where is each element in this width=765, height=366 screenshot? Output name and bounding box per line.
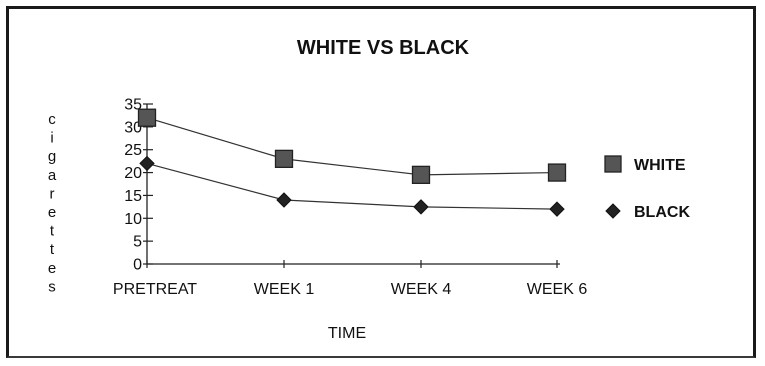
chart-frame [6,6,756,358]
y-axis-label-letter: e [48,204,56,221]
y-tick-label: 35 [124,97,142,114]
data-point-white [274,149,294,169]
y-tick-label: 5 [133,234,142,251]
data-point-white [547,163,567,182]
x-axis: PRETREAT WEEK 1 WEEK 4 WEEK 6 [113,260,587,298]
y-axis-label-letter: c [48,111,56,128]
y-axis-label-letter: g [48,148,56,165]
y-tick-label: 0 [133,257,142,274]
series-layer [137,108,567,217]
legend-marker-black [605,203,621,219]
y-axis-label-letter: r [50,185,55,202]
x-tick-label: WEEK 6 [527,281,588,298]
y-axis-label-letter: e [48,260,56,277]
y-tick-label: 20 [124,165,142,182]
legend-marker-white [604,155,622,173]
y-axis-label-letter: a [48,167,57,184]
legend-label-black: BLACK [634,204,690,221]
legend-label-white: WHITE [634,157,686,174]
series-line-white [146,117,558,176]
y-axis-label-letter: s [48,278,56,295]
y-tick-label: 30 [124,119,142,136]
y-tick-label: 15 [124,188,142,205]
x-axis-label: TIME [328,325,366,342]
data-point-black [139,155,155,172]
y-axis-label-letter: t [50,241,55,258]
data-point-black [413,199,429,215]
y-axis-label-letter: t [50,223,55,240]
chart-title: WHITE VS BLACK [297,37,470,59]
data-point-black [276,192,292,208]
x-tick-label: WEEK 4 [391,281,452,298]
data-point-white [411,165,431,185]
y-tick-label: 25 [124,142,142,159]
y-axis-label-letter: i [50,130,53,147]
x-tick-label: WEEK 1 [254,281,315,298]
y-axis: 0 5 10 15 20 25 30 35 [124,97,153,274]
y-tick-label: 10 [124,211,142,228]
data-point-black [549,201,565,217]
x-tick-label: PRETREAT [113,281,197,298]
series-line-black [146,162,558,210]
data-point-white [137,108,157,127]
legend: WHITE BLACK [604,155,690,221]
